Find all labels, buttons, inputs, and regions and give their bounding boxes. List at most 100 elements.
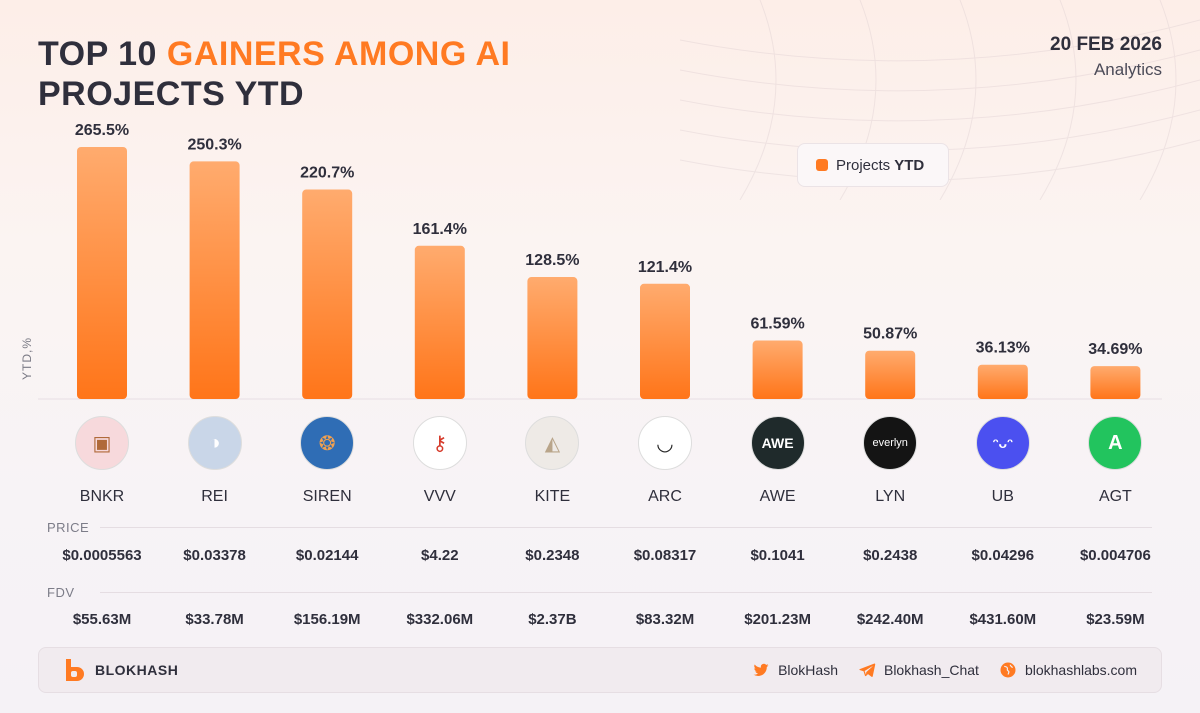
website-link[interactable]: blokhashlabs.com [999,661,1137,679]
price-value: $0.02144 [295,547,359,564]
footer-bar: BLOKHASH BlokHash Blokhash_Chat blokhash… [38,647,1162,693]
title-accent: GAINERS AMONG AI [166,35,511,73]
report-subtitle: Analytics [1093,60,1162,79]
bar-awe [752,340,803,399]
telegram-icon [859,663,876,677]
bar-value-label: 36.13% [976,340,1030,357]
fdv-value: $23.59M [1086,611,1145,628]
project-item: ◭ KITE [502,416,602,506]
project-item: ◡ ARC [615,416,715,506]
project-item: ▣ BNKR [52,416,152,506]
bar-vvv [414,245,465,399]
anime-character-icon: ◑ [187,416,242,470]
chart-legend: Projects YTD [797,143,949,187]
kite-triangle-icon: ◭ [525,416,580,470]
twitter-link[interactable]: BlokHash [752,661,838,679]
smiley-face-icon: ᵔᴗᵔ [975,416,1030,470]
project-item: AWE AWE [728,416,828,506]
project-symbol: AWE [759,488,796,505]
twitter-handle: BlokHash [778,662,838,678]
title-line2: PROJECTS YTD [38,75,305,113]
bar-chart: 265.5% 250.3% 220.7% 161.4% 128.5% 121.4% 61.5… [38,122,1162,400]
legend-label: Projects [836,156,891,174]
project-symbol: SIREN [302,488,352,505]
project-symbol: AGT [1098,488,1132,505]
legend-swatch [816,159,828,171]
report-date: 20 FEB 2026 [1050,34,1162,55]
bar-agt [1090,366,1141,399]
price-value: $0.04296 [971,547,1035,564]
date-block: 20 FEB 2026 Analytics [1050,34,1162,80]
price-value: $0.2438 [863,547,918,564]
project-symbol: UB [991,488,1014,505]
price-value: $0.2348 [525,547,580,564]
price-value: $0.1041 [750,547,805,564]
project-symbol: LYN [875,488,906,505]
project-symbol: ARC [648,488,682,505]
bar-ub [977,364,1028,399]
siren-character-icon: ❂ [300,416,355,470]
project-item: ⚷ VVV [390,416,490,506]
price-value: $0.0005563 [62,547,142,564]
price-row-label: PRICE [47,520,90,535]
fdv-value: $33.78M [185,611,244,628]
bar-rei [189,161,240,399]
crossed-keys-icon: ⚷ [412,416,467,470]
bar-value-label: 250.3% [187,136,241,153]
website-url: blokhashlabs.com [1024,662,1137,678]
everlyn-logo-icon: everlyn [863,416,918,470]
bar-lyn [865,350,916,399]
a-logo-icon: A [1088,416,1143,470]
bar-bnkr [77,147,127,399]
page-title: TOP 10 GAINERS AMONG AI PROJECTS YTD [38,34,510,114]
fdv-value: $156.19M [293,611,361,628]
social-links: BlokHash Blokhash_Chat blokhashlabs.com [732,661,1137,679]
fdv-separator [100,592,1152,593]
project-symbol: VVV [423,488,456,505]
project-symbol: BNKR [79,488,125,505]
brand-name: BLOKHASH [95,662,179,678]
project-item: ᵔᴗᵔ UB [953,416,1053,506]
fdv-value: $242.40M [856,611,924,628]
fdv-value: $431.60M [969,611,1037,628]
bar-value-label: 265.5% [75,122,129,139]
bar-kite [527,277,578,399]
price-value: $4.22 [421,547,459,564]
bar-value-label: 121.4% [638,259,692,276]
fdv-value: $2.37B [528,611,577,628]
fdv-value: $55.63M [72,611,132,628]
price-value: $0.004706 [1079,547,1151,564]
fdv-value: $201.23M [744,611,811,628]
telegram-handle: Blokhash_Chat [883,662,979,678]
bar-value-label: 220.7% [300,165,354,182]
fdv-row-label: FDV [47,585,75,600]
project-item: ❂ SIREN [277,416,377,506]
project-item: A AGT [1065,416,1165,506]
price-value: $0.03378 [183,547,246,564]
twitter-icon [753,663,769,677]
blokhash-logo-icon [66,659,84,681]
computer-robot-icon: ▣ [75,416,129,470]
project-symbol: REI [201,488,228,505]
bar-value-label: 128.5% [525,252,579,269]
awe-logo-icon: AWE [750,416,805,470]
fdv-value: $83.32M [635,611,695,628]
bar-value-label: 61.59% [750,316,804,333]
bar-siren [302,189,353,399]
legend-label-bold: YTD [894,156,925,174]
price-separator [100,527,1152,528]
smile-arc-icon: ◡ [638,416,692,470]
project-item: ◑ REI [165,416,265,506]
title-prefix: TOP 10 [38,35,167,73]
project-symbol: KITE [534,488,571,505]
telegram-link[interactable]: Blokhash_Chat [858,661,979,679]
brand[interactable]: BLOKHASH [63,657,178,683]
fdv-value: $332.06M [406,611,474,628]
globe-icon [1000,662,1016,678]
bar-arc [640,283,690,399]
bar-value-label: 161.4% [413,221,467,238]
bar-value-label: 50.87% [863,326,917,343]
bar-value-label: 34.69% [1088,341,1142,358]
price-value: $0.08317 [633,547,697,564]
project-icons-row: ▣ BNKR ◑ REI ❂ SIREN ⚷ VVV ◭ KITE ◡ ARC AWE AWE everly… [0,412,1200,512]
